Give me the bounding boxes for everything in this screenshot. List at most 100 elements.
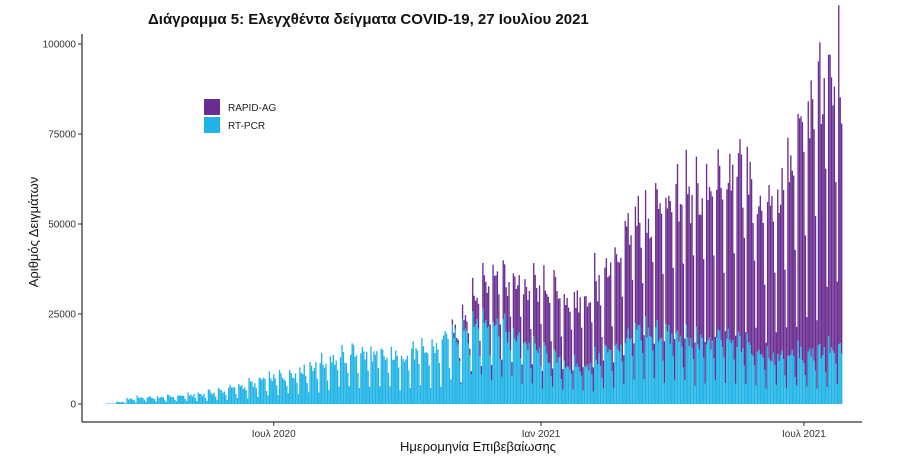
bar-rt-pcr bbox=[445, 333, 448, 404]
bar-rt-pcr bbox=[748, 342, 750, 404]
bar-rt-pcr bbox=[454, 328, 456, 404]
bar-rt-pcr bbox=[623, 384, 625, 404]
bar-rt-pcr bbox=[528, 342, 531, 404]
chart-title: Διάγραμμα 5: Ελεγχθέντα δείγματα COVID-1… bbox=[148, 11, 589, 28]
bar-rapid-ag bbox=[790, 155, 792, 355]
bar-rapid-ag bbox=[637, 195, 639, 326]
bar-rapid-ag bbox=[621, 296, 624, 362]
bar-rt-pcr bbox=[547, 363, 549, 404]
bar-rapid-ag bbox=[746, 146, 748, 334]
bar-rt-pcr bbox=[373, 351, 375, 404]
bar-rt-pcr bbox=[214, 396, 217, 404]
bar-rt-pcr bbox=[222, 392, 224, 404]
bar-rapid-ag bbox=[659, 203, 661, 339]
bar-rapid-ag bbox=[554, 276, 557, 352]
bar-rt-pcr bbox=[554, 351, 557, 404]
bar-rapid-ag bbox=[647, 218, 650, 328]
bar-rt-pcr bbox=[132, 399, 134, 404]
bar-rt-pcr bbox=[734, 383, 737, 404]
bar-rt-pcr bbox=[473, 326, 475, 404]
bar-rapid-ag bbox=[737, 153, 740, 332]
bar-rapid-ag bbox=[756, 213, 759, 352]
bar-rapid-ag bbox=[811, 99, 814, 349]
bar-rt-pcr bbox=[477, 328, 480, 404]
bar-rt-pcr bbox=[415, 348, 417, 404]
bar-rt-pcr bbox=[778, 361, 780, 404]
bar-rt-pcr bbox=[790, 354, 792, 404]
bar-rapid-ag bbox=[480, 366, 483, 375]
bar-rt-pcr bbox=[434, 353, 436, 404]
bar-rapid-ag bbox=[718, 165, 721, 331]
bar-rt-pcr bbox=[153, 399, 156, 404]
bar-rt-pcr bbox=[457, 344, 459, 404]
bar-rt-pcr bbox=[435, 342, 438, 404]
bar-rt-pcr bbox=[604, 344, 606, 404]
bar-rt-pcr bbox=[688, 346, 690, 404]
bar-rt-pcr bbox=[718, 330, 721, 404]
bar-rapid-ag bbox=[506, 296, 509, 343]
bar-rapid-ag bbox=[838, 5, 840, 345]
bar-rapid-ag bbox=[671, 212, 673, 334]
bar-rapid-ag bbox=[522, 294, 525, 344]
bar-rt-pcr bbox=[823, 347, 825, 404]
bar-rapid-ag bbox=[528, 290, 531, 343]
bar-rt-pcr bbox=[429, 387, 432, 404]
bar-rt-pcr bbox=[178, 395, 180, 404]
bar-rapid-ag bbox=[634, 206, 637, 324]
bar-rapid-ag bbox=[592, 367, 594, 392]
bar-rt-pcr bbox=[614, 345, 616, 404]
bar-rt-pcr bbox=[280, 373, 282, 404]
bar-rapid-ag bbox=[730, 190, 732, 344]
bar-rapid-ag bbox=[594, 252, 596, 348]
bar-rt-pcr bbox=[174, 399, 176, 404]
bar-rapid-ag bbox=[727, 182, 730, 329]
bar-rt-pcr bbox=[244, 387, 246, 404]
bar-rapid-ag bbox=[707, 200, 709, 341]
bar-rt-pcr bbox=[239, 386, 241, 404]
bar-rt-pcr bbox=[737, 331, 740, 404]
bar-rt-pcr bbox=[419, 385, 422, 404]
bar-rt-pcr bbox=[717, 329, 719, 404]
bar-rt-pcr bbox=[146, 397, 149, 404]
bar-rapid-ag bbox=[721, 199, 724, 348]
axes-layer: 0 25000 50000 75000 100000 Ιουλ 2020 Ιαν 2021 Ι… bbox=[43, 34, 862, 440]
bar-rapid-ag bbox=[823, 78, 825, 348]
bar-rapid-ag bbox=[515, 288, 517, 342]
bar-rt-pcr bbox=[315, 362, 317, 404]
bar-rapid-ag bbox=[512, 273, 515, 328]
bar-rt-pcr bbox=[685, 324, 687, 404]
bar-rt-pcr bbox=[795, 385, 798, 404]
bar-rapid-ag bbox=[585, 296, 587, 368]
bar-rt-pcr bbox=[781, 350, 783, 404]
bar-rapid-ag bbox=[567, 307, 570, 367]
bar-rapid-ag bbox=[733, 253, 735, 360]
bar-rt-pcr bbox=[700, 334, 702, 404]
bar-rapid-ag bbox=[617, 261, 619, 350]
y-tick-label: 100000 bbox=[43, 40, 77, 51]
bar-rapid-ag bbox=[604, 267, 606, 345]
bar-rt-pcr bbox=[328, 390, 330, 404]
bar-rapid-ag bbox=[835, 182, 837, 364]
bar-rt-pcr bbox=[800, 346, 802, 404]
bar-rt-pcr bbox=[283, 379, 285, 404]
bar-rapid-ag bbox=[832, 105, 834, 351]
bar-rt-pcr bbox=[797, 340, 799, 404]
bar-rt-pcr bbox=[119, 402, 121, 404]
bar-rapid-ag bbox=[607, 277, 609, 353]
bar-rt-pcr bbox=[390, 346, 393, 404]
bar-rt-pcr bbox=[418, 364, 420, 404]
bar-rt-pcr bbox=[836, 384, 838, 404]
bar-rt-pcr bbox=[598, 353, 600, 404]
bar-rt-pcr bbox=[512, 327, 515, 404]
bar-rapid-ag bbox=[615, 254, 618, 344]
bar-rt-pcr bbox=[803, 363, 805, 404]
bar-rt-pcr bbox=[768, 358, 770, 404]
bar-rt-pcr bbox=[412, 341, 414, 404]
bar-rapid-ag bbox=[705, 163, 708, 345]
bar-rapid-ag bbox=[582, 367, 584, 391]
bar-rapid-ag bbox=[605, 258, 608, 347]
bar-rt-pcr bbox=[480, 374, 483, 404]
bar-rt-pcr bbox=[235, 393, 237, 404]
bar-rt-pcr bbox=[158, 397, 160, 404]
bar-rt-pcr bbox=[813, 360, 815, 404]
